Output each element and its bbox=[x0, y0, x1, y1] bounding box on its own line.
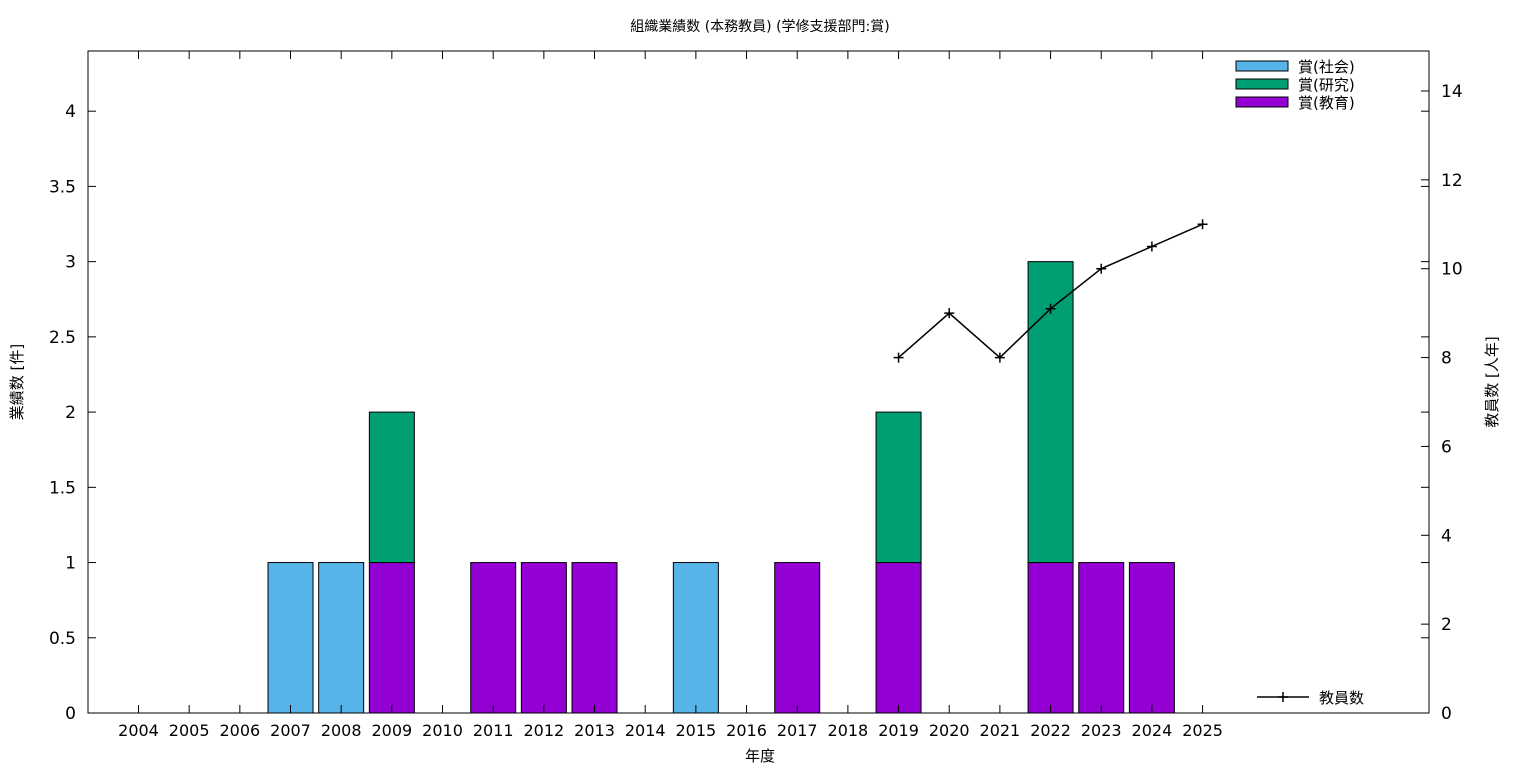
x-tick-label: 2015 bbox=[676, 721, 717, 740]
staff-point bbox=[944, 308, 955, 319]
bar-2022-賞(教育) bbox=[1027, 562, 1074, 714]
x-tick-label: 2012 bbox=[524, 721, 565, 740]
y-tick-label: 3 bbox=[65, 253, 76, 273]
bar-2019-賞(研究) bbox=[875, 411, 922, 564]
y2-tick-label: 12 bbox=[1441, 171, 1463, 191]
x-tick-label: 2005 bbox=[169, 721, 210, 740]
x-tick-label: 2016 bbox=[726, 721, 767, 740]
bar-2013-賞(教育) bbox=[571, 562, 618, 714]
bar-2015-賞(社会) bbox=[672, 562, 719, 714]
x-tick-label: 2009 bbox=[371, 721, 412, 740]
bar-2019-賞(教育) bbox=[875, 562, 922, 714]
y2-tick-label: 6 bbox=[1441, 437, 1452, 457]
legend-swatch bbox=[1235, 60, 1289, 72]
legend: 賞(社会)賞(研究)賞(教育) bbox=[1235, 58, 1355, 112]
staff-point bbox=[994, 352, 1005, 363]
bar-2007-賞(社会) bbox=[267, 562, 314, 714]
staff-line bbox=[893, 219, 1208, 363]
bar-2008-賞(社会) bbox=[318, 562, 365, 714]
x-axis-label: 年度 bbox=[745, 747, 775, 765]
y-axis: 0 0.5 1 1.5 2 2.5 3 3.5 4 bbox=[49, 102, 1429, 724]
y2-tick-label: 2 bbox=[1441, 615, 1452, 635]
y2-tick-label: 8 bbox=[1441, 349, 1452, 369]
legend-label: 教員数 bbox=[1319, 689, 1364, 707]
y2-tick-label: 4 bbox=[1441, 526, 1452, 546]
y2-tick-label: 14 bbox=[1441, 82, 1463, 102]
y-tick-label: 0.5 bbox=[49, 629, 76, 649]
legend-label: 賞(研究) bbox=[1298, 76, 1355, 94]
legend-swatch bbox=[1235, 96, 1289, 108]
bar-2017-賞(教育) bbox=[774, 562, 821, 714]
y-tick-label: 3.5 bbox=[49, 177, 76, 197]
y-tick-label: 1.5 bbox=[49, 478, 76, 498]
y-tick-label: 0 bbox=[65, 704, 76, 724]
x-tick-label: 2022 bbox=[1030, 721, 1071, 740]
x-tick-label: 2025 bbox=[1182, 721, 1223, 740]
y-axis-label: 業績数 [件] bbox=[8, 344, 26, 420]
x-tick-label: 2017 bbox=[777, 721, 818, 740]
x-tick-label: 2014 bbox=[625, 721, 666, 740]
y-tick-label: 1 bbox=[65, 554, 76, 574]
y-tick-label: 2.5 bbox=[49, 328, 76, 348]
bar-2009-賞(教育) bbox=[368, 562, 415, 714]
staff-point bbox=[893, 352, 904, 363]
chart-title: 組織業績数 (本務教員) (学修支援部門:賞) bbox=[630, 19, 889, 35]
y2-tick-label: 0 bbox=[1441, 704, 1452, 724]
x-tick-label: 2010 bbox=[422, 721, 463, 740]
bar-2023-賞(教育) bbox=[1078, 562, 1125, 714]
x-tick-label: 2013 bbox=[574, 721, 615, 740]
y2-tick-label: 10 bbox=[1441, 260, 1463, 280]
legend-label: 賞(教育) bbox=[1298, 94, 1355, 112]
x-tick-label: 2007 bbox=[270, 721, 311, 740]
legend-marker bbox=[1278, 692, 1288, 702]
staff-point bbox=[1197, 219, 1208, 230]
x-axis: 2004 2005 2006 2007 2008 2009 2010 2011 2012 2013… bbox=[118, 51, 1223, 740]
plot-frame bbox=[87, 50, 1430, 714]
y-tick-label: 2 bbox=[65, 403, 76, 423]
x-tick-label: 2024 bbox=[1132, 721, 1173, 740]
x-tick-label: 2023 bbox=[1081, 721, 1122, 740]
x-tick-label: 2021 bbox=[980, 721, 1021, 740]
legend-swatch bbox=[1235, 78, 1289, 90]
y-tick-label: 4 bbox=[65, 102, 76, 122]
bars bbox=[267, 261, 1175, 714]
staff-point bbox=[1146, 241, 1157, 252]
x-tick-label: 2004 bbox=[118, 721, 159, 740]
x-tick-label: 2018 bbox=[828, 721, 869, 740]
bar-2012-賞(教育) bbox=[520, 562, 567, 714]
line-legend: 教員数 bbox=[1257, 689, 1364, 707]
legend-label: 賞(社会) bbox=[1298, 58, 1355, 76]
x-tick-label: 2011 bbox=[473, 721, 514, 740]
y2-axis: 0 2 4 6 8 10 12 14 bbox=[1421, 82, 1463, 724]
staff-point bbox=[1096, 263, 1107, 274]
bar-2011-賞(教育) bbox=[470, 562, 517, 714]
y2-axis-label: 教員数 [人年] bbox=[1483, 336, 1501, 427]
x-tick-label: 2020 bbox=[929, 721, 970, 740]
x-tick-label: 2006 bbox=[219, 721, 260, 740]
bar-2024-賞(教育) bbox=[1128, 562, 1175, 714]
staff-point bbox=[1045, 303, 1056, 314]
x-tick-label: 2008 bbox=[321, 721, 362, 740]
x-tick-label: 2019 bbox=[878, 721, 919, 740]
bar-2009-賞(研究) bbox=[368, 411, 415, 564]
